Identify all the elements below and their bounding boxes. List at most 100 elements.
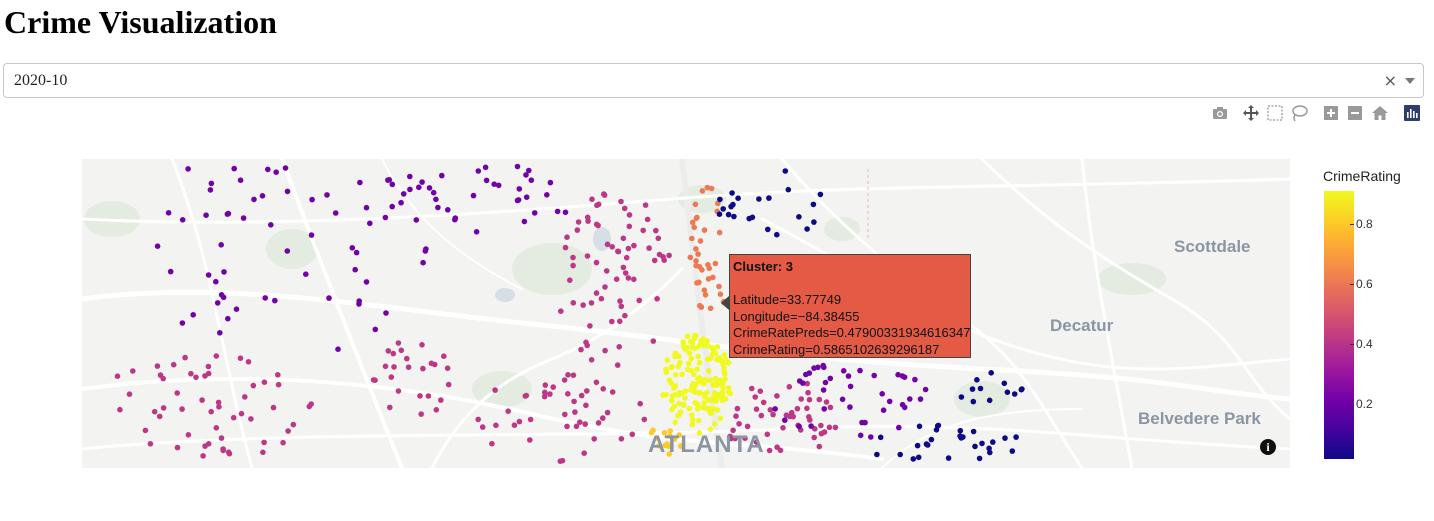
crime-point[interactable]	[698, 338, 704, 344]
crime-point[interactable]	[609, 318, 615, 325]
crime-point[interactable]	[583, 402, 589, 409]
crime-point[interactable]	[282, 165, 289, 171]
crime-point[interactable]	[827, 404, 834, 411]
crime-point[interactable]	[688, 367, 694, 374]
crime-point[interactable]	[623, 254, 630, 261]
crime-point[interactable]	[584, 388, 590, 394]
crime-point[interactable]	[695, 343, 702, 350]
crime-point[interactable]	[438, 397, 444, 403]
crime-point[interactable]	[818, 422, 824, 429]
clear-selection-icon[interactable]: ×	[1383, 71, 1397, 90]
crime-point[interactable]	[356, 298, 363, 304]
crime-point[interactable]	[688, 387, 694, 393]
crime-point[interactable]	[205, 363, 212, 370]
crime-point[interactable]	[575, 219, 582, 225]
crime-point[interactable]	[174, 444, 181, 451]
crime-point[interactable]	[594, 202, 600, 209]
crime-point[interactable]	[363, 279, 370, 285]
crime-point[interactable]	[722, 396, 729, 402]
crime-point[interactable]	[617, 318, 623, 325]
crime-point[interactable]	[203, 212, 209, 218]
crime-point[interactable]	[976, 455, 983, 462]
crime-point[interactable]	[620, 235, 627, 242]
crime-point[interactable]	[990, 439, 996, 445]
crime-point[interactable]	[626, 212, 633, 218]
crime-point[interactable]	[701, 227, 708, 233]
crime-point[interactable]	[701, 400, 707, 406]
crime-point[interactable]	[562, 411, 568, 418]
crime-point[interactable]	[804, 380, 810, 387]
crime-point[interactable]	[595, 420, 602, 426]
crime-point[interactable]	[285, 428, 291, 434]
crime-point[interactable]	[185, 166, 191, 172]
crime-point[interactable]	[595, 222, 601, 229]
crime-point[interactable]	[977, 385, 984, 392]
crime-point[interactable]	[958, 435, 964, 441]
crime-point[interactable]	[565, 372, 571, 378]
crime-point[interactable]	[573, 423, 580, 430]
crime-point[interactable]	[666, 377, 673, 383]
crime-point[interactable]	[528, 177, 535, 183]
info-icon[interactable]: i	[1260, 439, 1276, 455]
crime-point[interactable]	[526, 167, 532, 174]
crime-point[interactable]	[746, 215, 752, 222]
crime-point[interactable]	[765, 226, 771, 233]
crime-point[interactable]	[725, 385, 732, 391]
crime-point[interactable]	[262, 295, 268, 301]
crime-point[interactable]	[725, 211, 732, 218]
crime-point[interactable]	[570, 254, 576, 261]
box-select-icon[interactable]	[1265, 103, 1285, 123]
crime-point[interactable]	[160, 405, 167, 411]
crime-point[interactable]	[693, 246, 699, 252]
crime-point[interactable]	[117, 406, 123, 413]
crime-point[interactable]	[482, 164, 489, 171]
crime-point[interactable]	[731, 213, 737, 220]
crime-point[interactable]	[811, 434, 817, 441]
crime-point[interactable]	[527, 437, 533, 443]
crime-point[interactable]	[238, 410, 245, 417]
crime-point[interactable]	[719, 381, 725, 388]
crime-point[interactable]	[217, 330, 223, 336]
crime-point[interactable]	[749, 385, 755, 392]
crime-point[interactable]	[805, 389, 811, 396]
crime-point[interactable]	[589, 196, 595, 202]
crime-point[interactable]	[602, 284, 608, 290]
crime-point[interactable]	[708, 410, 714, 416]
crime-point[interactable]	[609, 389, 616, 395]
crime-point[interactable]	[604, 241, 611, 248]
crime-point[interactable]	[680, 340, 687, 347]
crime-point[interactable]	[179, 320, 186, 326]
crime-point[interactable]	[439, 172, 445, 179]
crime-point[interactable]	[650, 427, 656, 434]
crime-point[interactable]	[618, 436, 625, 442]
crime-point[interactable]	[957, 427, 964, 434]
crime-point[interactable]	[1019, 386, 1025, 392]
crime-point[interactable]	[1011, 391, 1018, 397]
crime-point[interactable]	[780, 425, 786, 431]
crime-point[interactable]	[646, 245, 652, 251]
crime-point[interactable]	[567, 277, 573, 283]
crime-point[interactable]	[242, 394, 248, 400]
crime-point[interactable]	[308, 401, 314, 407]
crime-point[interactable]	[600, 415, 606, 421]
crime-point[interactable]	[672, 419, 678, 426]
crime-point[interactable]	[205, 272, 212, 278]
crime-point[interactable]	[425, 393, 432, 399]
crime-point[interactable]	[694, 401, 701, 408]
crime-point[interactable]	[987, 449, 993, 456]
crime-point[interactable]	[389, 181, 396, 188]
crime-point[interactable]	[170, 361, 177, 368]
crime-point[interactable]	[770, 411, 776, 418]
crime-point[interactable]	[584, 214, 591, 221]
crime-points[interactable]	[114, 163, 1025, 465]
crime-point[interactable]	[704, 184, 711, 191]
crime-point[interactable]	[840, 368, 847, 374]
crime-point[interactable]	[433, 196, 439, 203]
crime-point[interactable]	[280, 439, 286, 446]
crime-point[interactable]	[562, 244, 569, 251]
crime-point[interactable]	[452, 215, 459, 221]
crime-point[interactable]	[970, 398, 977, 405]
crime-point[interactable]	[798, 396, 804, 402]
crime-point[interactable]	[618, 303, 625, 310]
crime-point[interactable]	[729, 190, 735, 196]
